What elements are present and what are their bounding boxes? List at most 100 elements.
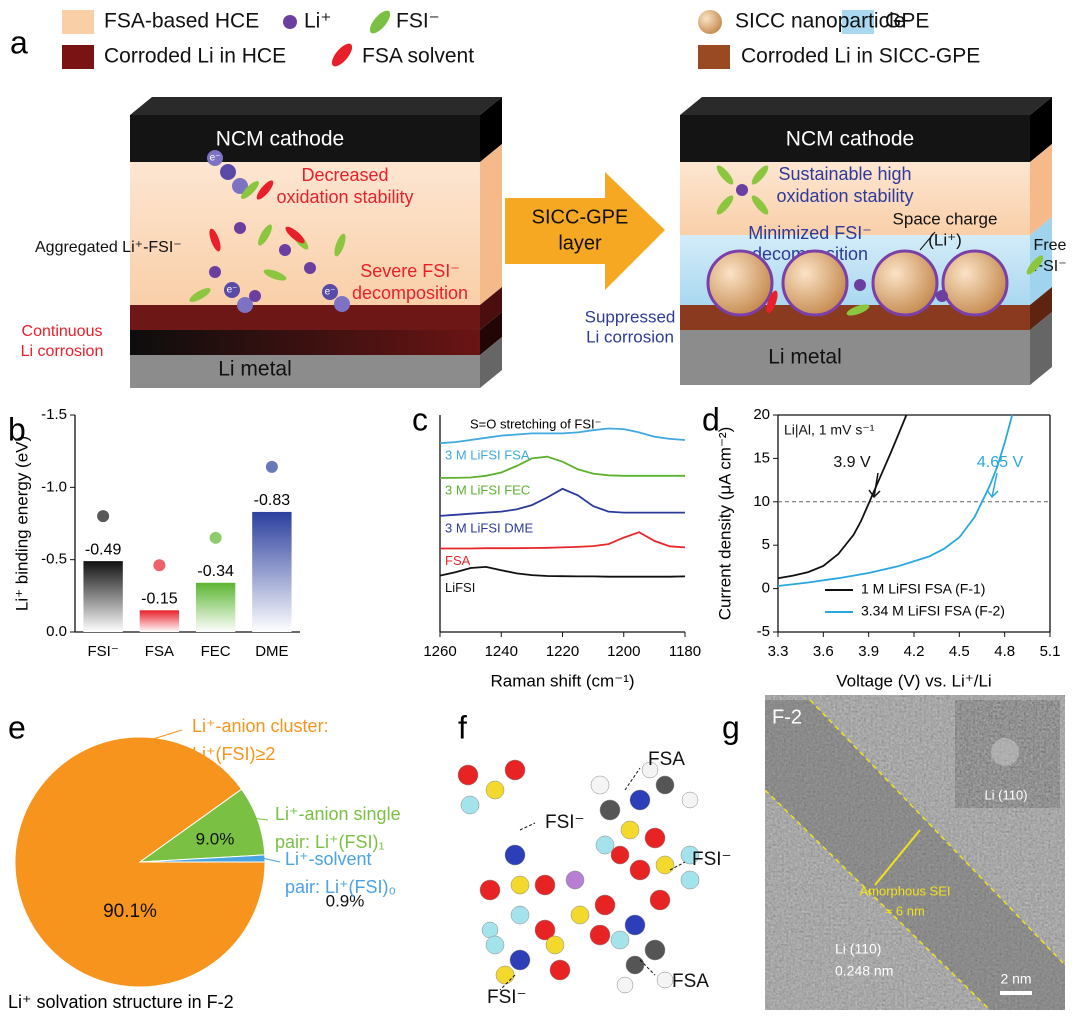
label: Suppressed [585,307,676,326]
atom [655,775,675,795]
annotation-arrow [868,472,881,499]
legend-label: 3.34 M LiFSI FSA (F-2) [861,603,1005,619]
x-tick-label: FSA [145,643,174,660]
bar [83,561,123,632]
box-layer [130,115,480,162]
x-tick-label: 3.9 [858,643,879,660]
legend-icon [283,15,297,29]
molecule-icon [153,559,166,572]
legend-icon [698,45,730,69]
leader [919,231,936,251]
panel-label: a [10,24,28,60]
box-side [480,312,502,355]
label: Li⁺ [304,10,331,33]
label: FSA-based HCE [104,10,259,33]
atom [620,820,640,840]
atom [625,955,645,975]
label: Li corrosion [21,343,104,360]
value-label: -0.83 [254,492,291,509]
atom [534,874,556,896]
label: 0.248 nm [835,963,893,979]
box-layer [680,115,1030,162]
label: e⁻ [227,285,238,296]
atom [589,924,611,946]
x-tick-label: 4.5 [949,643,970,660]
y-axis-label: Current density (μA cm⁻²) [715,427,734,621]
series-label: FSA [445,553,471,568]
atom [610,930,630,950]
label: Sustainable high [778,164,911,184]
atom [649,889,671,911]
label: FSA [672,971,709,992]
y-tick-label: -5 [757,623,770,640]
inset-spot [991,738,1019,766]
atom [680,845,700,865]
category-label: pair: Li⁺(FSI)₀ [285,877,396,897]
label: Space charge [893,209,998,228]
nanoparticle [941,249,1009,317]
bar [252,511,292,632]
label: Amorphous SEI [859,883,950,898]
value-label: 90.1% [103,901,157,922]
atom [545,935,565,955]
box-side [480,144,502,305]
boundary [809,699,1066,966]
legend-icon [369,10,391,34]
solvent [766,290,778,314]
box-side [1030,144,1052,235]
value-label: -0.34 [197,563,234,580]
label: FSI⁻ [545,812,585,833]
box-layer [130,330,480,355]
label: FSI⁻ [692,849,732,870]
label: Li metal [768,346,842,369]
label: Li (110) [835,941,881,957]
box-side [480,97,502,162]
li-ion [304,262,316,274]
panel-label: f [458,709,467,745]
atom [534,919,556,941]
box-side [1030,312,1052,385]
label: Minimized FSI⁻ [748,223,872,243]
line-series [439,427,686,445]
boundary [764,789,991,1011]
series-label: LiFSI [445,580,475,595]
leader [139,729,183,749]
anion [751,165,769,185]
electron [207,150,223,166]
arrow [505,172,665,290]
atom [641,761,659,779]
electron [232,178,248,194]
bar [195,582,236,632]
atom [656,971,674,989]
label: NCM cathode [216,128,344,151]
electron [220,164,236,180]
label: Li corrosion [586,327,674,346]
label: (Li⁺) [928,230,962,249]
atom [565,870,585,890]
annotation: Li|Al, 1 mV s⁻¹ [784,422,875,438]
atom [681,791,699,809]
label: Free [1034,237,1067,254]
label: FSI⁻ [1033,258,1066,275]
electron [334,296,350,312]
leader [669,861,686,871]
atom [644,827,666,849]
value-label: -0.15 [141,591,178,608]
atom [616,976,634,994]
box-layer [130,305,480,330]
y-tick-label: 5 [762,536,770,553]
label: SICC nanoparticle [735,10,905,33]
label: F-2 [772,706,802,728]
anion [1026,255,1044,275]
label: GPE [885,10,929,33]
category-label: Li⁺(FSI)≥2 [192,744,275,764]
box-top [130,97,502,115]
annotation: 3.9 V [833,454,871,471]
y-tick-label: 0.0 [46,623,67,640]
leader [499,974,516,991]
x-tick-label: 1220 [546,643,579,660]
atom [655,855,675,875]
label: Corroded Li in HCE [104,45,286,68]
panel-label: c [412,401,428,437]
anion [716,165,734,185]
